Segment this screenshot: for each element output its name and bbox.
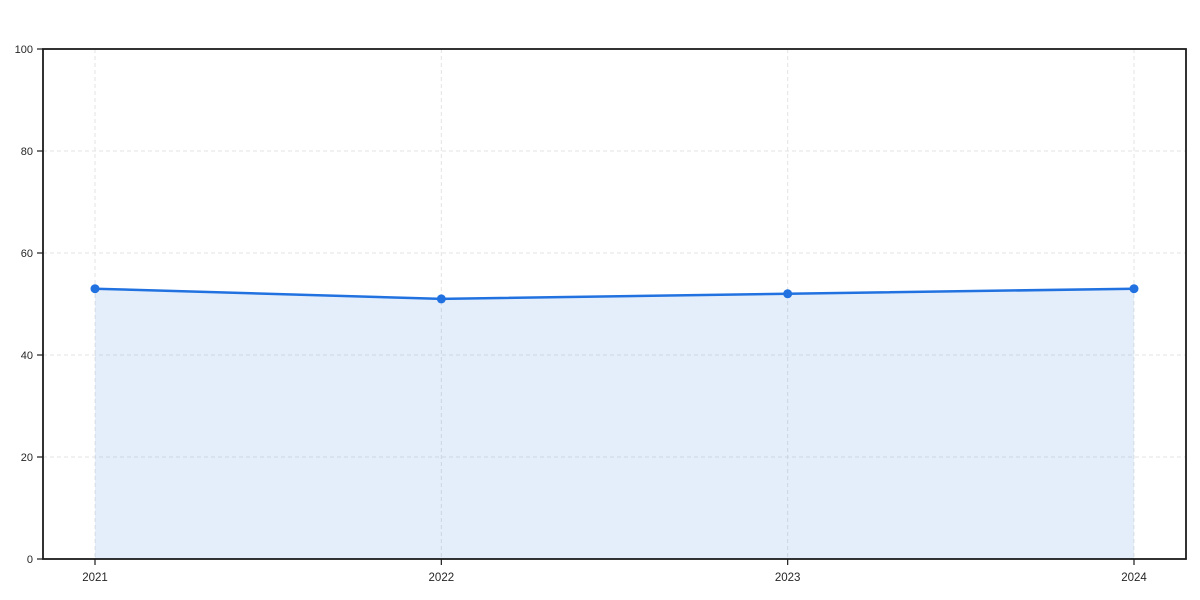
plot-frame bbox=[42, 48, 1187, 560]
data-point-2022 bbox=[436, 294, 446, 304]
x-tick-label-2023: 2023 bbox=[775, 572, 801, 584]
data-point-2023 bbox=[783, 289, 793, 299]
y-tick-label-80: 80 bbox=[21, 146, 33, 158]
data-point-2024 bbox=[1129, 284, 1139, 294]
area-fill bbox=[95, 288, 1134, 559]
x-tick-label-2024: 2024 bbox=[1121, 572, 1147, 584]
y-tick-label-40: 40 bbox=[21, 350, 33, 362]
trend-line bbox=[93, 287, 1136, 301]
y-tick-label-0: 0 bbox=[27, 554, 33, 566]
x-tick-label-2021: 2021 bbox=[82, 572, 108, 584]
y-tick-label-100: 100 bbox=[15, 44, 33, 56]
y-tick-label-20: 20 bbox=[21, 452, 33, 464]
x-tick-label-2022: 2022 bbox=[429, 572, 455, 584]
data-point-2021 bbox=[90, 284, 100, 294]
y-tick-label-60: 60 bbox=[21, 248, 33, 260]
